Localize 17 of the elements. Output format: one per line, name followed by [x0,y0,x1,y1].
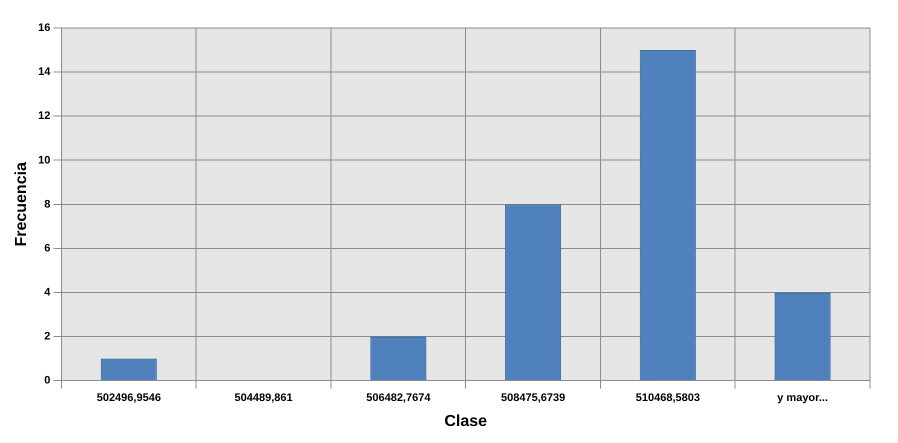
y-tick-label: 4 [44,286,52,298]
y-tick-label: 16 [38,22,50,34]
y-tick-label: 8 [44,198,50,210]
x-axis-title: Clase [444,412,488,430]
x-tick-label: 504489,861 [234,392,293,404]
x-tick-label: 510468,5803 [636,392,700,404]
y-tick-label: 10 [38,154,50,166]
x-tick-label: y mayor... [777,392,828,404]
y-tick-label: 6 [44,242,50,254]
x-tick-label: 508475,6739 [500,392,566,404]
y-tick-label: 14 [38,66,52,78]
y-axis-title: Frecuencia [13,162,30,247]
y-tick-label: 0 [44,374,50,387]
x-tick-label: 502496,9546 [96,392,161,404]
y-tick-label: 2 [44,330,50,343]
y-tick-label: 12 [38,110,50,122]
x-tick-label: 506482,7674 [366,392,432,404]
